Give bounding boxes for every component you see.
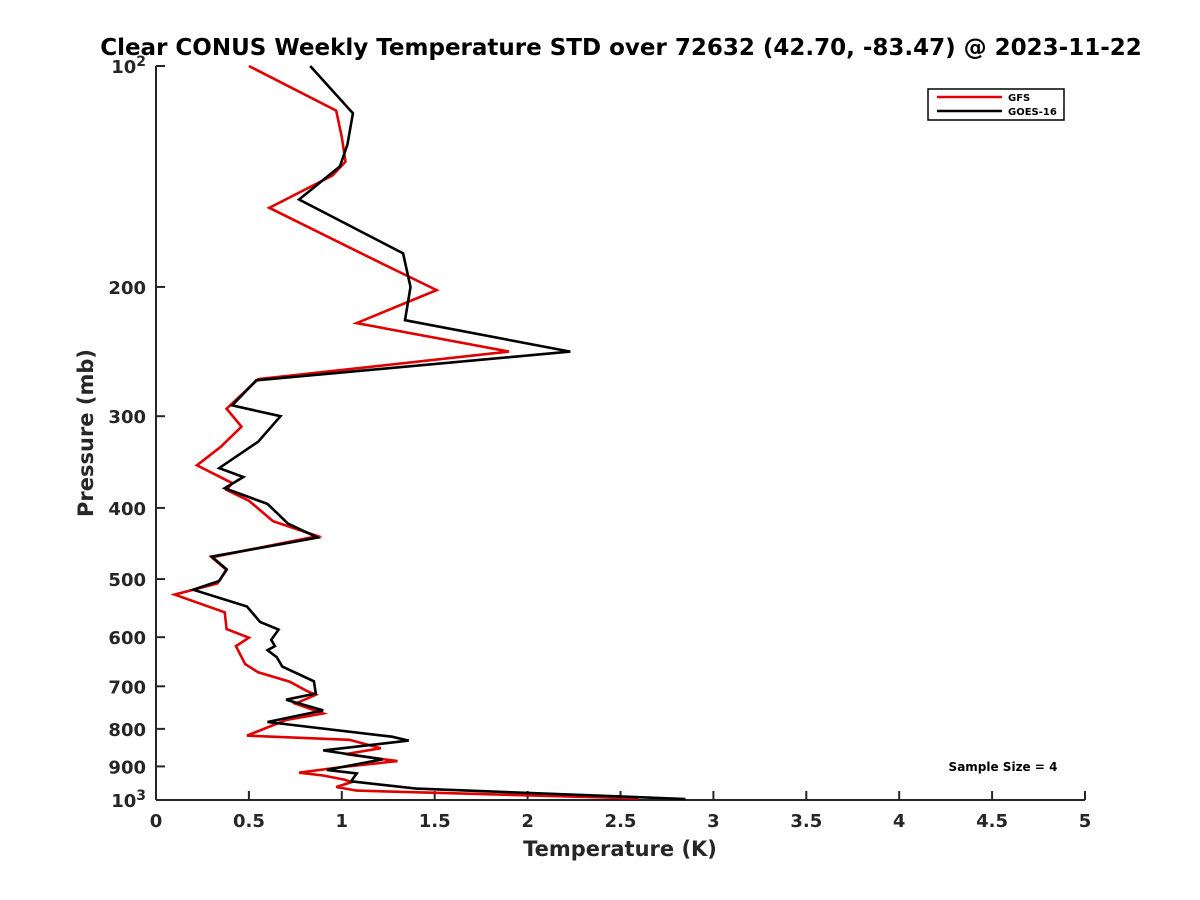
chart-title: Clear CONUS Weekly Temperature STD over … bbox=[100, 35, 1142, 61]
y-tick-label: 103 bbox=[111, 788, 146, 812]
y-tick-label: 200 bbox=[108, 278, 146, 299]
x-tick-label: 2.5 bbox=[605, 811, 637, 832]
y-tick-label: 500 bbox=[108, 570, 146, 591]
y-tick-label: 600 bbox=[108, 628, 146, 649]
y-tick-label: 800 bbox=[108, 720, 146, 741]
x-tick-label: 2 bbox=[521, 811, 534, 832]
series-layer bbox=[170, 64, 686, 801]
legend-label-goes-16: GOES-16 bbox=[1008, 107, 1057, 118]
x-tick-label: 3.5 bbox=[790, 811, 822, 832]
y-tick-label: 300 bbox=[108, 407, 146, 428]
x-tick-label: 0 bbox=[150, 811, 163, 832]
y-tick-label: 102 bbox=[111, 54, 146, 78]
legend: GFS GOES-16 bbox=[927, 88, 1065, 121]
plot-axes: 0 0.5 1 1.5 2 2.5 3 3.5 4 4.5 5 102 200 300 400 500 600 7… bbox=[108, 54, 1091, 832]
x-tick-label: 5 bbox=[1079, 811, 1092, 832]
series-line-gfs bbox=[170, 64, 640, 800]
x-tick-label: 4.5 bbox=[976, 811, 1008, 832]
y-tick-label: 400 bbox=[108, 499, 146, 520]
y-tick-label: 700 bbox=[108, 677, 146, 698]
sample-size-annotation: Sample Size = 4 bbox=[949, 760, 1058, 774]
x-tick-label: 4 bbox=[893, 811, 906, 832]
series-line-goes-16 bbox=[188, 65, 686, 801]
x-tick-label: 1.5 bbox=[419, 811, 451, 832]
y-axis-label: Pressure (mb) bbox=[74, 349, 98, 517]
legend-box bbox=[927, 88, 1065, 121]
x-axis-label: Temperature (K) bbox=[523, 837, 717, 861]
legend-label-gfs: GFS bbox=[1008, 93, 1030, 104]
x-tick-label: 3 bbox=[707, 811, 720, 832]
x-tick-label: 0.5 bbox=[233, 811, 265, 832]
y-tick-label: 900 bbox=[108, 757, 146, 778]
x-tick-label: 1 bbox=[336, 811, 349, 832]
